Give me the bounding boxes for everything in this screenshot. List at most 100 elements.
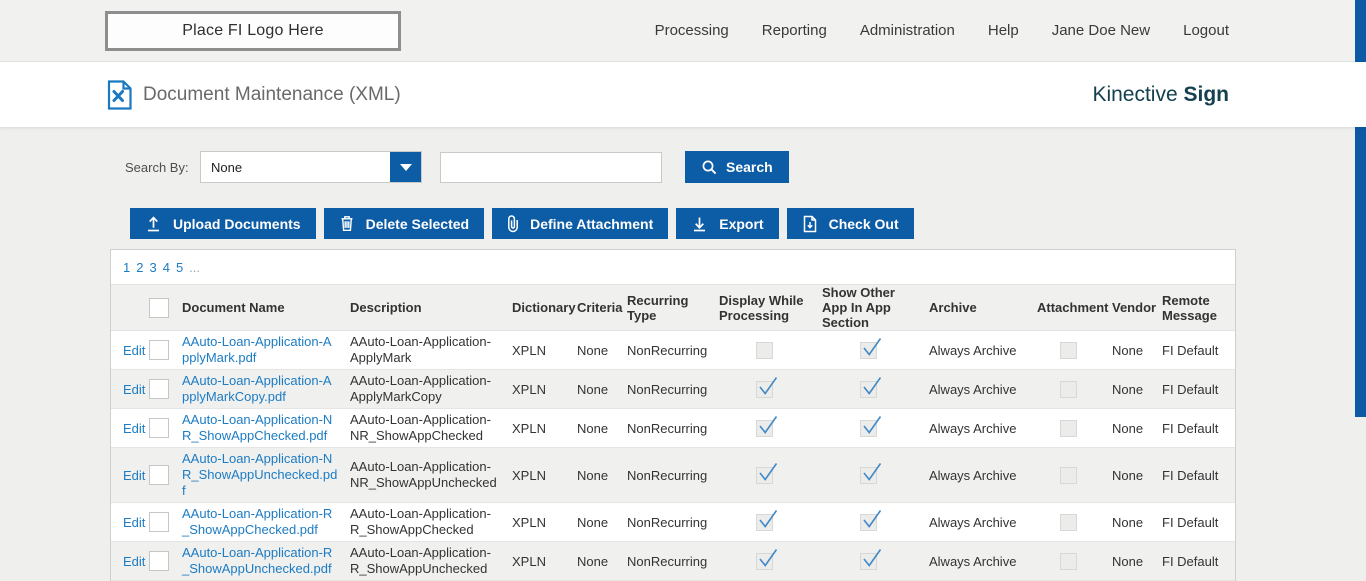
edit-link[interactable]: Edit: [123, 467, 146, 483]
search-input[interactable]: [440, 151, 662, 183]
document-x-icon: [107, 79, 132, 110]
criteria-cell: None: [577, 342, 609, 358]
document-name-link[interactable]: AAuto-Loan-Application-NR_ShowAppChecked…: [182, 412, 333, 443]
display-while-processing-checkbox[interactable]: [756, 509, 778, 531]
search-by-dropdown-value: None: [211, 159, 243, 175]
document-name-link[interactable]: AAuto-Loan-Application-ApplyMarkCopy.pdf: [182, 373, 332, 404]
row-checkbox[interactable]: [149, 340, 169, 360]
document-name-link[interactable]: AAuto-Loan-Application-R_ShowAppChecked.…: [182, 506, 333, 537]
scrollbar-track[interactable]: [1355, 0, 1366, 581]
page-header: Document Maintenance (XML) Kinective Sig…: [0, 62, 1366, 127]
display-while-processing-checkbox[interactable]: [756, 376, 778, 398]
document-name-link[interactable]: AAuto-Loan-Application-NR_ShowAppUncheck…: [182, 451, 338, 498]
page-link-5[interactable]: 5: [175, 259, 184, 275]
criteria-cell: None: [577, 514, 609, 530]
export-button[interactable]: Export: [676, 208, 779, 239]
show-other-app-checkbox[interactable]: [860, 376, 882, 398]
archive-cell: Always Archive: [929, 381, 1017, 397]
col-attachment[interactable]: Attachment: [1037, 300, 1109, 315]
vendor-cell: None: [1112, 420, 1144, 436]
page-ellipsis[interactable]: ...: [189, 259, 201, 275]
attachment-checkbox[interactable]: [1060, 513, 1077, 531]
col-vendor[interactable]: Vendor: [1112, 300, 1157, 315]
delete-selected-button[interactable]: Delete Selected: [323, 208, 485, 239]
dictionary-cell: XPLN: [512, 553, 546, 569]
show-other-app-checkbox[interactable]: [860, 509, 882, 531]
display-while-processing-checkbox[interactable]: [756, 462, 778, 484]
col-dictionary[interactable]: Dictionary: [512, 300, 576, 315]
col-description[interactable]: Description: [350, 299, 422, 315]
col-criteria[interactable]: Criteria: [577, 300, 623, 315]
attachment-checkbox[interactable]: [1060, 419, 1077, 437]
show-other-app-checkbox[interactable]: [860, 415, 882, 437]
table-row: Edit AAuto-Loan-Application-R_ShowAppUnc…: [111, 542, 1235, 581]
edit-link[interactable]: Edit: [123, 420, 146, 436]
nav-item-reporting[interactable]: Reporting: [761, 22, 827, 39]
row-checkbox[interactable]: [149, 379, 169, 399]
show-other-app-checkbox[interactable]: [860, 337, 882, 359]
show-other-app-checkbox[interactable]: [860, 548, 882, 570]
page-link-2[interactable]: 2: [136, 259, 144, 275]
nav-item-logout[interactable]: Logout: [1183, 22, 1229, 39]
upload-documents-button[interactable]: Upload Documents: [130, 208, 316, 239]
attachment-checkbox[interactable]: [1060, 380, 1077, 398]
page-link-1[interactable]: 1: [123, 259, 131, 275]
search-row: Search By: None Search: [125, 151, 1366, 183]
row-checkbox[interactable]: [149, 465, 169, 485]
nav-item-administration[interactable]: Administration: [859, 22, 955, 39]
button-label: Check Out: [828, 215, 899, 232]
display-while-processing-checkbox[interactable]: [756, 548, 778, 570]
nav-item-help[interactable]: Help: [987, 22, 1019, 39]
recurring-type-cell: NonRecurring: [627, 514, 708, 530]
document-name-link[interactable]: AAuto-Loan-Application-R_ShowAppUnchecke…: [182, 545, 333, 576]
button-label: Delete Selected: [365, 215, 470, 232]
search-by-dropdown[interactable]: None: [200, 151, 422, 183]
edit-link[interactable]: Edit: [123, 342, 146, 358]
remote-message-cell: FI Default: [1162, 420, 1219, 436]
page-link-3[interactable]: 3: [149, 259, 157, 275]
table-row: Edit AAuto-Loan-Application-R_ShowAppChe…: [111, 503, 1235, 542]
dictionary-cell: XPLN: [512, 342, 546, 358]
display-while-processing-checkbox[interactable]: [756, 341, 773, 359]
col-remote-message[interactable]: Remote Message: [1162, 292, 1217, 323]
checkout-icon: [802, 215, 818, 233]
row-checkbox[interactable]: [149, 512, 169, 532]
table-header-row: Document Name Description Dictionary Cri…: [111, 284, 1235, 331]
description-cell: AAuto-Loan-Application-R_ShowAppChecked: [350, 506, 491, 537]
col-show-other-app[interactable]: Show Other App In App Section: [822, 285, 895, 330]
col-recurring-type[interactable]: Recurring Type: [627, 292, 689, 323]
check-out-button[interactable]: Check Out: [786, 208, 914, 239]
attachment-checkbox[interactable]: [1060, 552, 1077, 570]
nav-item-processing[interactable]: Processing: [654, 22, 729, 39]
col-display-while-processing[interactable]: Display While Processing: [719, 292, 804, 323]
criteria-cell: None: [577, 553, 609, 569]
fi-logo-placeholder: Place FI Logo Here: [105, 10, 401, 51]
nav-item-jane-doe-new[interactable]: Jane Doe New: [1051, 22, 1151, 39]
row-checkbox[interactable]: [149, 418, 169, 438]
define-attachment-button[interactable]: Define Attachment: [492, 208, 669, 239]
brand-bold: Sign: [1183, 82, 1230, 106]
edit-link[interactable]: Edit: [123, 514, 146, 530]
documents-table: 1 2 3 4 5... Document Name Description Dicti…: [110, 249, 1236, 581]
col-archive[interactable]: Archive: [929, 300, 977, 315]
dictionary-cell: XPLN: [512, 420, 546, 436]
scrollbar-thumb[interactable]: [1355, 0, 1366, 417]
show-other-app-checkbox[interactable]: [860, 462, 882, 484]
edit-link[interactable]: Edit: [123, 553, 146, 569]
description-cell: AAuto-Loan-Application-R_ShowAppUnchecke…: [350, 545, 491, 576]
attachment-checkbox[interactable]: [1060, 466, 1077, 484]
display-while-processing-checkbox[interactable]: [756, 415, 778, 437]
col-document-name[interactable]: Document Name: [182, 299, 285, 315]
page-link-4[interactable]: 4: [162, 259, 170, 275]
attachment-checkbox[interactable]: [1060, 341, 1077, 359]
document-name-link[interactable]: AAuto-Loan-Application-ApplyMark.pdf: [182, 334, 332, 365]
remote-message-cell: FI Default: [1162, 467, 1219, 483]
select-all-checkbox[interactable]: [149, 297, 169, 318]
dropdown-open-button[interactable]: [390, 152, 421, 182]
recurring-type-cell: NonRecurring: [627, 553, 708, 569]
row-checkbox[interactable]: [149, 551, 169, 571]
recurring-type-cell: NonRecurring: [627, 420, 708, 436]
archive-cell: Always Archive: [929, 514, 1017, 530]
search-button[interactable]: Search: [685, 151, 789, 183]
edit-link[interactable]: Edit: [123, 381, 146, 397]
